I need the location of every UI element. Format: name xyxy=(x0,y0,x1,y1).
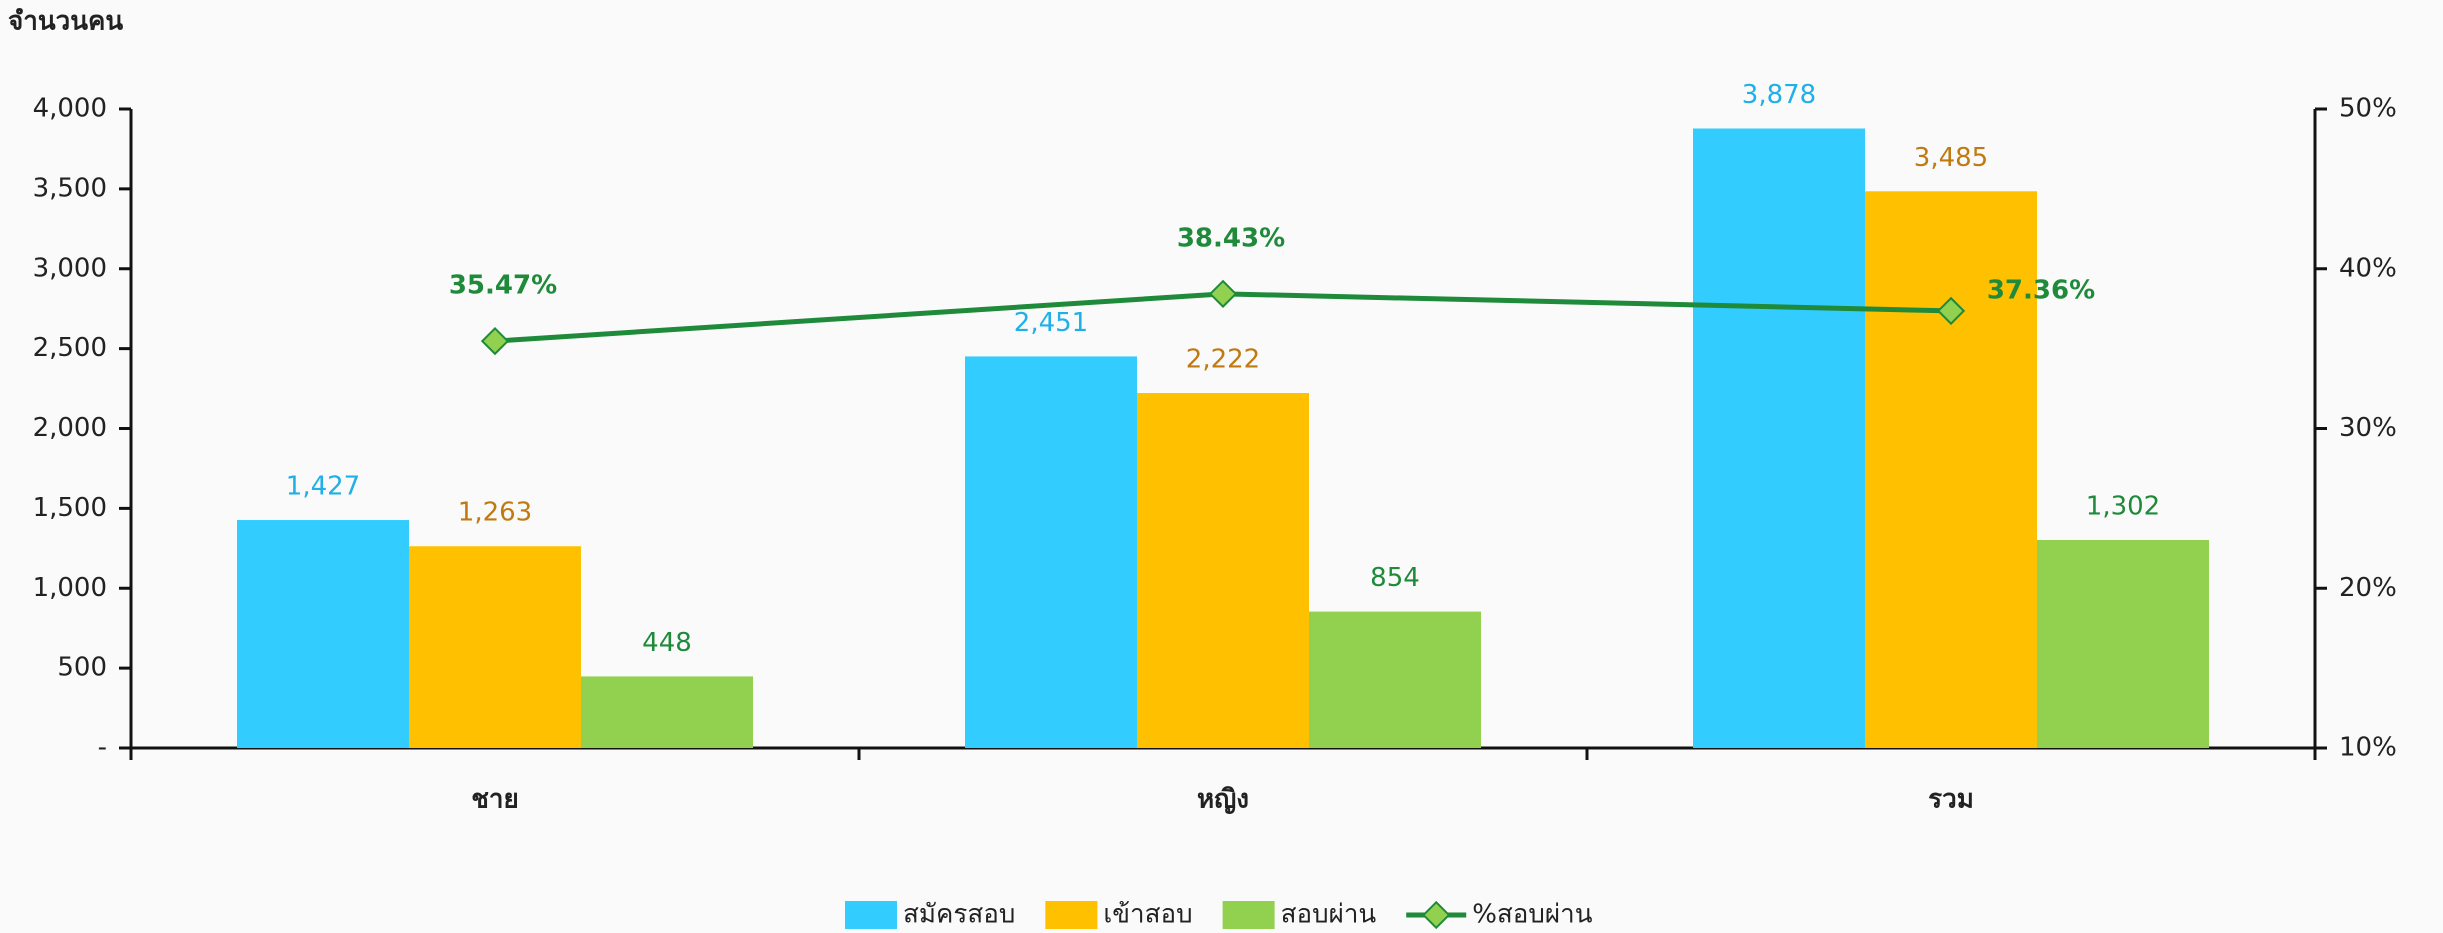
bar xyxy=(237,520,409,748)
y-tick-label: 500 xyxy=(57,653,107,683)
line-marker xyxy=(482,328,507,353)
legend-swatch xyxy=(1045,901,1097,929)
x-tick-label: รวม xyxy=(1928,785,1974,815)
data-label: 35.47% xyxy=(449,271,557,301)
x-tick-label: หญิง xyxy=(1197,785,1249,815)
data-label: 37.36% xyxy=(1987,275,2095,305)
legend-swatch xyxy=(1423,902,1448,927)
data-label: 3,878 xyxy=(1742,80,1816,110)
bar xyxy=(409,546,581,748)
y-tick-label: 3,000 xyxy=(33,253,107,283)
legend-label: สมัครสอบ xyxy=(903,900,1015,930)
y2-tick-label: 50% xyxy=(2339,94,2397,124)
y-axis-title: จำนวนคน xyxy=(8,7,123,37)
data-label: 1,427 xyxy=(286,472,360,502)
data-label: 1,302 xyxy=(2086,492,2160,522)
bar xyxy=(965,356,1137,748)
y-tick-label: 1,500 xyxy=(33,493,107,523)
y-tick-label: 2,000 xyxy=(33,413,107,443)
y-tick-label: - xyxy=(98,733,107,763)
legend-swatch xyxy=(1223,901,1275,929)
data-label: 1,263 xyxy=(458,498,532,528)
y-tick-label: 2,500 xyxy=(33,333,107,363)
legend-swatch xyxy=(845,901,897,929)
chart: จำนวนคน - 500 1,000 1,500 2,000 2,500 3,000 3,5… xyxy=(0,0,2443,933)
data-label: 448 xyxy=(642,628,692,658)
bar xyxy=(1137,393,1309,748)
y2-tick-label: 20% xyxy=(2339,573,2397,603)
data-label: 854 xyxy=(1370,563,1420,593)
y-tick-label: 1,000 xyxy=(33,573,107,603)
y-tick-label: 4,000 xyxy=(33,94,107,124)
y-tick-label: 3,500 xyxy=(33,173,107,203)
y2-tick-label: 10% xyxy=(2339,733,2397,763)
data-label: 2,451 xyxy=(1014,308,1088,338)
legend-label: เข้าสอบ xyxy=(1103,900,1192,930)
legend-label: สอบผ่าน xyxy=(1281,900,1377,930)
data-label: 38.43% xyxy=(1177,223,1285,253)
line-marker xyxy=(1210,281,1235,306)
bar xyxy=(2037,540,2209,748)
y2-tick-label: 30% xyxy=(2339,413,2397,443)
bar xyxy=(581,676,753,748)
legend-label: %สอบผ่าน xyxy=(1472,900,1593,930)
y2-tick-label: 40% xyxy=(2339,253,2397,283)
data-label: 3,485 xyxy=(1914,143,1988,173)
bar xyxy=(1693,128,1865,748)
x-tick-label: ชาย xyxy=(471,785,518,815)
data-label: 2,222 xyxy=(1186,345,1260,375)
bar xyxy=(1309,612,1481,748)
